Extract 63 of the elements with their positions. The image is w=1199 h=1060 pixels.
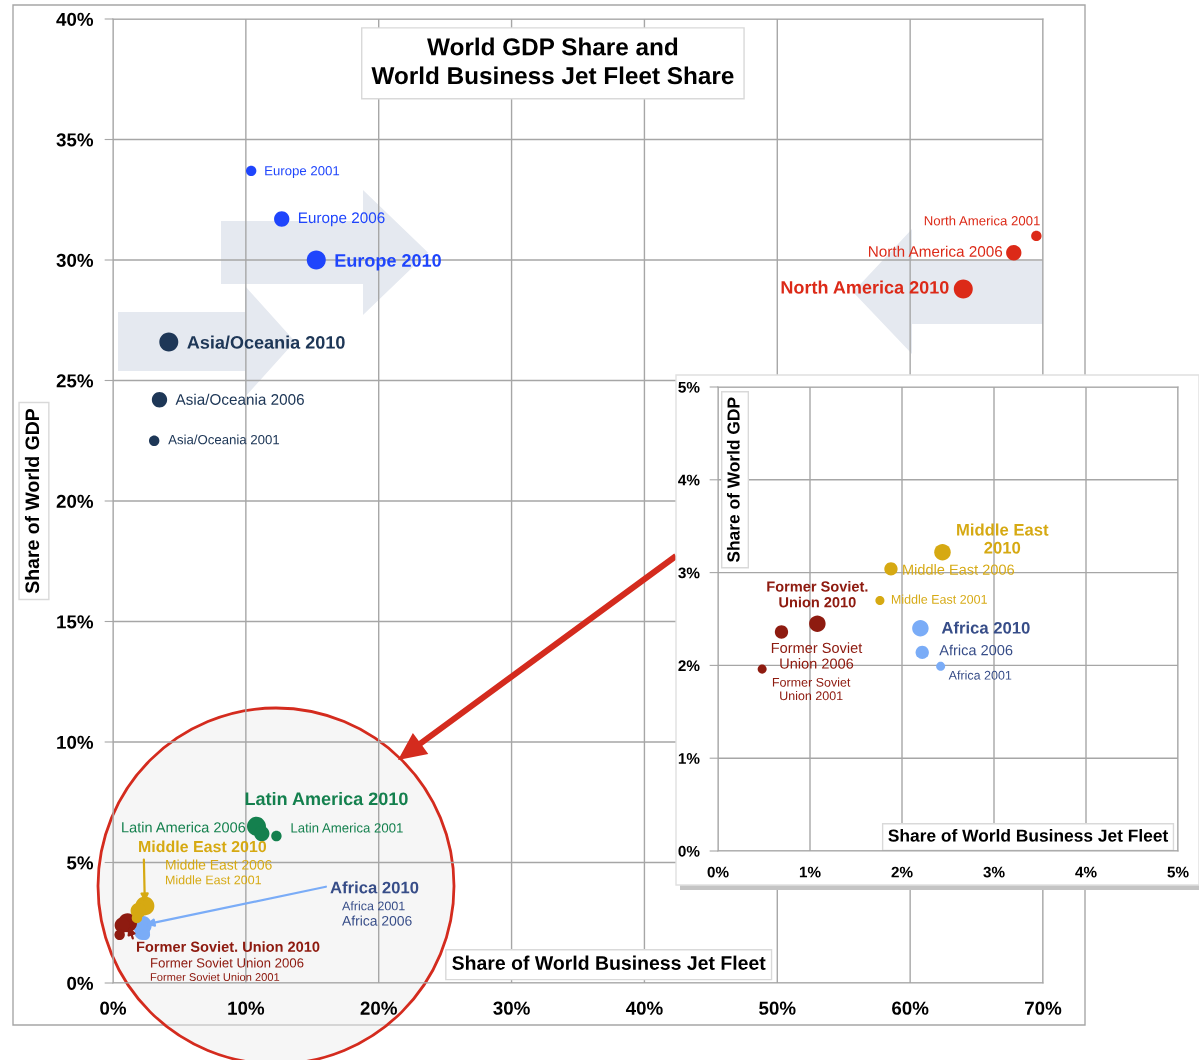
y-tick-label: 0% bbox=[678, 845, 700, 857]
annotation: Asia/Oceania 2006 bbox=[175, 393, 304, 405]
x-tick-label: 2% bbox=[891, 866, 913, 878]
annotation: Latin America 2001 bbox=[291, 822, 403, 833]
annotation: Asia/Oceania 2010 bbox=[187, 335, 345, 349]
annotation: Former Soviet. Union 2010 bbox=[767, 580, 868, 608]
x-axis-title: Share of World Business Jet Fleet bbox=[452, 955, 766, 970]
x-tick-label: 60% bbox=[892, 1001, 929, 1015]
x-tick-label: 30% bbox=[493, 1001, 530, 1015]
x-tick-label: 3% bbox=[983, 866, 1005, 878]
y-tick-label: 2% bbox=[678, 660, 700, 672]
annotation: North America 2001 bbox=[924, 215, 1040, 226]
x-tick-label: 70% bbox=[1025, 1001, 1062, 1015]
x-axis-title: Share of World Business Jet Fleet bbox=[888, 828, 1169, 842]
annotation: Middle East 2001 bbox=[891, 594, 987, 604]
annotation: Europe 2006 bbox=[298, 212, 385, 227]
text: World GDP Share and World Business Jet Fleet Share bbox=[371, 37, 734, 85]
x-tick-label: 4% bbox=[1075, 866, 1097, 878]
annotation: Africa 2010 bbox=[941, 621, 1030, 634]
annotation: North America 2010 bbox=[781, 280, 949, 294]
y-axis-title: Share of World GDP bbox=[24, 408, 40, 594]
y-tick-label: 10% bbox=[57, 735, 94, 749]
y-tick-label: 40% bbox=[56, 12, 94, 26]
annotation: Africa 2006 bbox=[342, 915, 412, 926]
y-tick-label: 4% bbox=[678, 474, 700, 486]
annotation: Europe 2001 bbox=[265, 166, 340, 178]
x-tick-label: 0% bbox=[707, 866, 729, 878]
annotation: Middle East 2010 bbox=[139, 840, 267, 853]
annotation: Middle East 2001 bbox=[166, 875, 261, 885]
y-tick-label: 25% bbox=[56, 374, 94, 388]
annotation: Middle East 2010 bbox=[957, 523, 1049, 554]
x-tick-label: 5% bbox=[1167, 866, 1189, 878]
annotation: North America 2006 bbox=[869, 245, 1003, 257]
y-tick-label: 35% bbox=[56, 133, 94, 147]
annotation: Middle East 2006 bbox=[903, 564, 1015, 575]
annotation: Former Soviet Union 2001 bbox=[772, 677, 851, 701]
y-tick-label: 30% bbox=[56, 253, 94, 267]
annotation: Former Soviet Union 2006 bbox=[151, 957, 304, 968]
y-tick-label: 3% bbox=[678, 567, 700, 579]
annotation: Africa 2010 bbox=[330, 881, 419, 894]
y-axis-title: Share of World GDP bbox=[726, 397, 740, 563]
x-tick-label: 20% bbox=[360, 1001, 397, 1015]
x-tick-label: 1% bbox=[799, 866, 821, 878]
annotation: Africa 2006 bbox=[939, 644, 1013, 656]
annotation: Former Soviet Union 2001 bbox=[150, 972, 280, 981]
x-tick-label: 10% bbox=[228, 1001, 265, 1015]
y-tick-label: 1% bbox=[678, 753, 700, 764]
x-tick-label: 50% bbox=[759, 1001, 796, 1015]
annotation: Africa 2001 bbox=[342, 901, 405, 911]
y-tick-label: 20% bbox=[56, 494, 94, 508]
x-tick-label: 40% bbox=[625, 1001, 663, 1015]
annotation: Europe 2010 bbox=[335, 254, 441, 271]
annotation: Former Soviet Union 2006 bbox=[771, 642, 863, 669]
annotation: Africa 2001 bbox=[948, 670, 1012, 680]
y-tick-label: 15% bbox=[57, 615, 94, 629]
annotation: Latin America 2006 bbox=[122, 821, 246, 833]
y-tick-label: 0% bbox=[67, 976, 94, 990]
y-tick-label: 5% bbox=[678, 381, 700, 393]
x-tick-label: 0% bbox=[100, 1001, 127, 1015]
annotation: Asia/Oceania 2001 bbox=[168, 434, 280, 445]
annotation: Former Soviet. Union 2010 bbox=[136, 941, 320, 952]
annotation: Latin America 2010 bbox=[245, 791, 408, 806]
annotation: Middle East 2006 bbox=[166, 859, 272, 870]
